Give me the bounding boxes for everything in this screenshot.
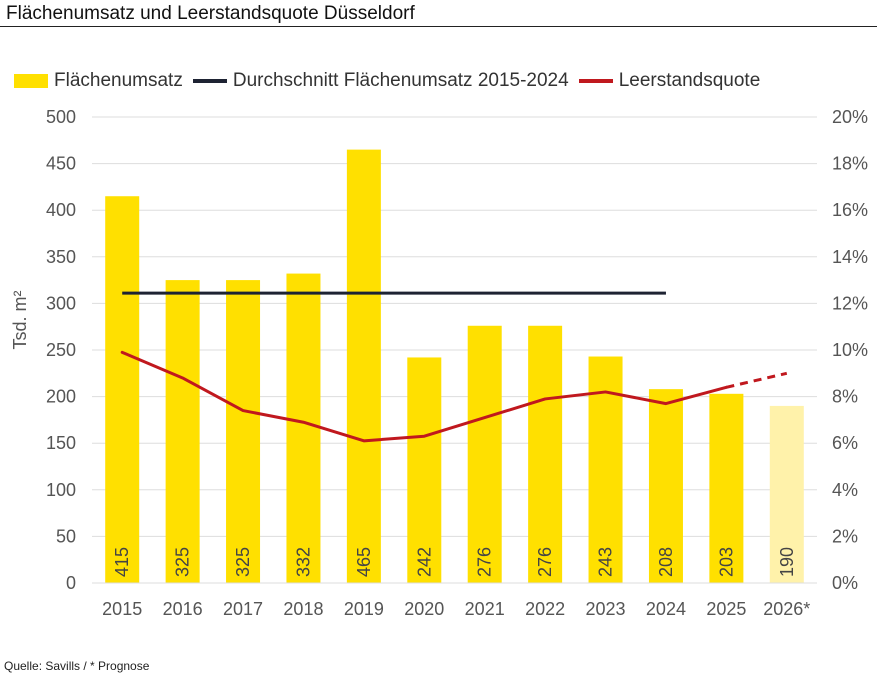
y2-tick-label: 0% — [832, 573, 858, 593]
bar-2019 — [346, 149, 381, 583]
y2-tick-label: 20% — [832, 107, 868, 127]
bar-value-label: 243 — [596, 547, 616, 577]
x-tick-label: 2019 — [344, 599, 384, 619]
y-tick-label: 400 — [46, 200, 76, 220]
y2-tick-label: 14% — [832, 247, 868, 267]
legend-label-leerstandsquote: Leerstandsquote — [618, 70, 761, 91]
bar-2024 — [648, 389, 683, 583]
bar-value-label: 208 — [656, 547, 676, 577]
x-tick-label: 2020 — [404, 599, 444, 619]
legend-swatch-vacancy-line — [578, 79, 613, 83]
y2-tick-label: 2% — [832, 526, 858, 546]
y2-tick-label: 6% — [832, 433, 858, 453]
legend-label-flaechenumsatz: Flächenumsatz — [54, 70, 183, 91]
y-tick-label: 350 — [46, 247, 76, 267]
x-tick-label: 2023 — [586, 599, 626, 619]
bar-2017 — [226, 280, 261, 583]
y2-tick-label: 4% — [832, 480, 858, 500]
y-tick-label: 450 — [46, 154, 76, 174]
x-tick-label: 2016 — [163, 599, 203, 619]
bar-2021 — [467, 325, 502, 583]
bar-2025 — [709, 393, 744, 583]
bar-value-label: 190 — [777, 547, 797, 577]
bar-value-label: 325 — [233, 547, 253, 577]
legend-item-leerstandsquote: Leerstandsquote — [578, 70, 761, 92]
x-tick-label: 2026* — [763, 599, 810, 619]
bar-2020 — [407, 357, 442, 583]
y2-tick-label: 18% — [832, 154, 868, 174]
bar-2016 — [165, 280, 200, 583]
bar-value-label: 276 — [475, 547, 495, 577]
vacancy-line-forecast — [726, 371, 788, 389]
x-tick-label: 2021 — [465, 599, 505, 619]
y2-tick-label: 12% — [832, 293, 868, 313]
x-axis: 2015 2016 2017 2018 2019 2020 2021 2022 2023 2024… — [92, 582, 817, 619]
y-axis-title: Tsd. m² — [10, 290, 30, 349]
bar-value-label: 465 — [354, 547, 374, 577]
bars — [105, 149, 804, 583]
y2-tick-label: 8% — [832, 387, 858, 407]
x-tick-label: 2015 — [102, 599, 142, 619]
legend-item-flaechenumsatz: Flächenumsatz — [14, 70, 183, 92]
legend-label-durchschnitt: Durchschnitt Flächenumsatz 2015-2024 — [232, 70, 569, 91]
y-tick-label: 50 — [56, 526, 76, 546]
bar-value-label: 325 — [173, 547, 193, 577]
y-axis-right: 0% 2% 4% 6% 8% 10% 12% 14% 16% 18% 20% — [832, 107, 868, 593]
bar-value-label: 415 — [112, 547, 132, 577]
y-tick-label: 150 — [46, 433, 76, 453]
x-tick-label: 2018 — [283, 599, 323, 619]
x-tick-label: 2022 — [525, 599, 565, 619]
legend-item-durchschnitt: Durchschnitt Flächenumsatz 2015-2024 — [192, 70, 569, 92]
y-tick-label: 250 — [46, 340, 76, 360]
chart-title: Flächenumsatz und Leerstandsquote Düssel… — [6, 3, 415, 24]
x-tick-label: 2024 — [646, 599, 686, 619]
y2-tick-label: 16% — [832, 200, 868, 220]
bar-labels: 415 325 325 332 465 242 276 276 243 208 203 190 — [112, 547, 797, 577]
legend-swatch-average-line — [192, 79, 227, 83]
bar-value-label: 203 — [716, 547, 736, 577]
legend: Flächenumsatz Durchschnitt Flächenumsatz… — [14, 68, 770, 94]
legend-swatch-bar — [14, 74, 48, 88]
vacancy-line-group — [120, 350, 788, 443]
y-axis-left: 0 50 100 150 200 250 300 350 400 450 500 — [46, 107, 76, 593]
bar-2015 — [105, 196, 140, 583]
y-tick-label: 200 — [46, 387, 76, 407]
y2-tick-label: 10% — [832, 340, 868, 360]
bar-value-label: 276 — [535, 547, 555, 577]
bar-value-label: 332 — [293, 547, 313, 577]
y-tick-label: 500 — [46, 107, 76, 127]
bar-value-label: 242 — [414, 547, 434, 577]
bar-2026* — [769, 405, 804, 583]
x-tick-label: 2017 — [223, 599, 263, 619]
bar-2018 — [286, 273, 321, 583]
y-tick-label: 0 — [66, 573, 76, 593]
x-tick-label: 2025 — [706, 599, 746, 619]
title-divider — [0, 26, 877, 27]
bar-2022 — [528, 325, 563, 583]
source-note: Quelle: Savills / * Prognose — [4, 659, 150, 673]
y-tick-label: 100 — [46, 480, 76, 500]
y-tick-label: 300 — [46, 293, 76, 313]
gridlines — [92, 116, 817, 584]
